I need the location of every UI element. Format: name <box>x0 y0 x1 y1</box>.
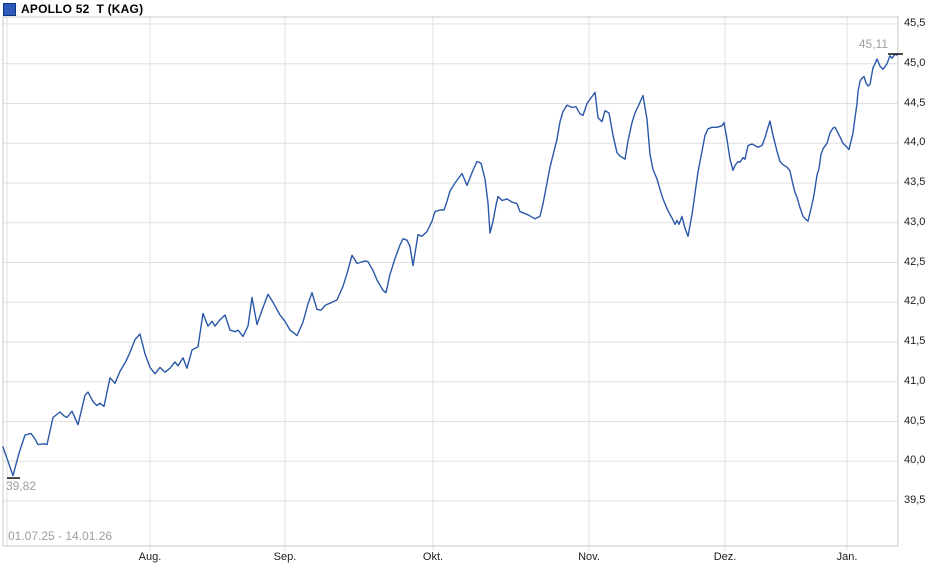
y-tick-label: 44,5 <box>904 96 926 109</box>
x-tick-label: Jan. <box>836 551 858 563</box>
price-line <box>2 53 898 477</box>
series-color-swatch <box>3 3 16 16</box>
legend: APOLLO 52 T (KAG) <box>3 1 143 16</box>
y-tick-label: 43,5 <box>904 176 926 188</box>
last-price-label: 45,11 <box>858 37 888 51</box>
y-tick-label: 45,5 <box>904 17 926 29</box>
y-tick-label: 41,0 <box>904 374 926 387</box>
x-tick-label: Nov. <box>578 551 600 563</box>
y-tick-label: 44,0 <box>904 136 926 149</box>
chart-title: APOLLO 52 T (KAG) <box>21 1 144 16</box>
x-tick-label: Aug. <box>138 551 162 563</box>
y-tick-label: 43,0 <box>904 215 926 228</box>
y-tick-label: 41,5 <box>904 335 926 347</box>
y-tick-label: 42,0 <box>904 295 926 308</box>
y-tick-label: 45,0 <box>904 56 926 69</box>
plot-border <box>2 16 899 547</box>
y-tick-label: 40,0 <box>904 454 926 467</box>
min-price-label: 39,82 <box>6 479 37 493</box>
x-tick-label: Dez. <box>713 551 737 563</box>
x-tick-label: Sep. <box>273 551 297 563</box>
y-tick-label: 42,5 <box>904 255 926 268</box>
y-tick-label: 40,5 <box>904 414 926 427</box>
x-tick-label: Okt. <box>422 551 444 563</box>
y-tick-label: 39,5 <box>904 494 926 506</box>
date-range-label: 01.07.25 - 14.01.26 <box>8 529 113 543</box>
